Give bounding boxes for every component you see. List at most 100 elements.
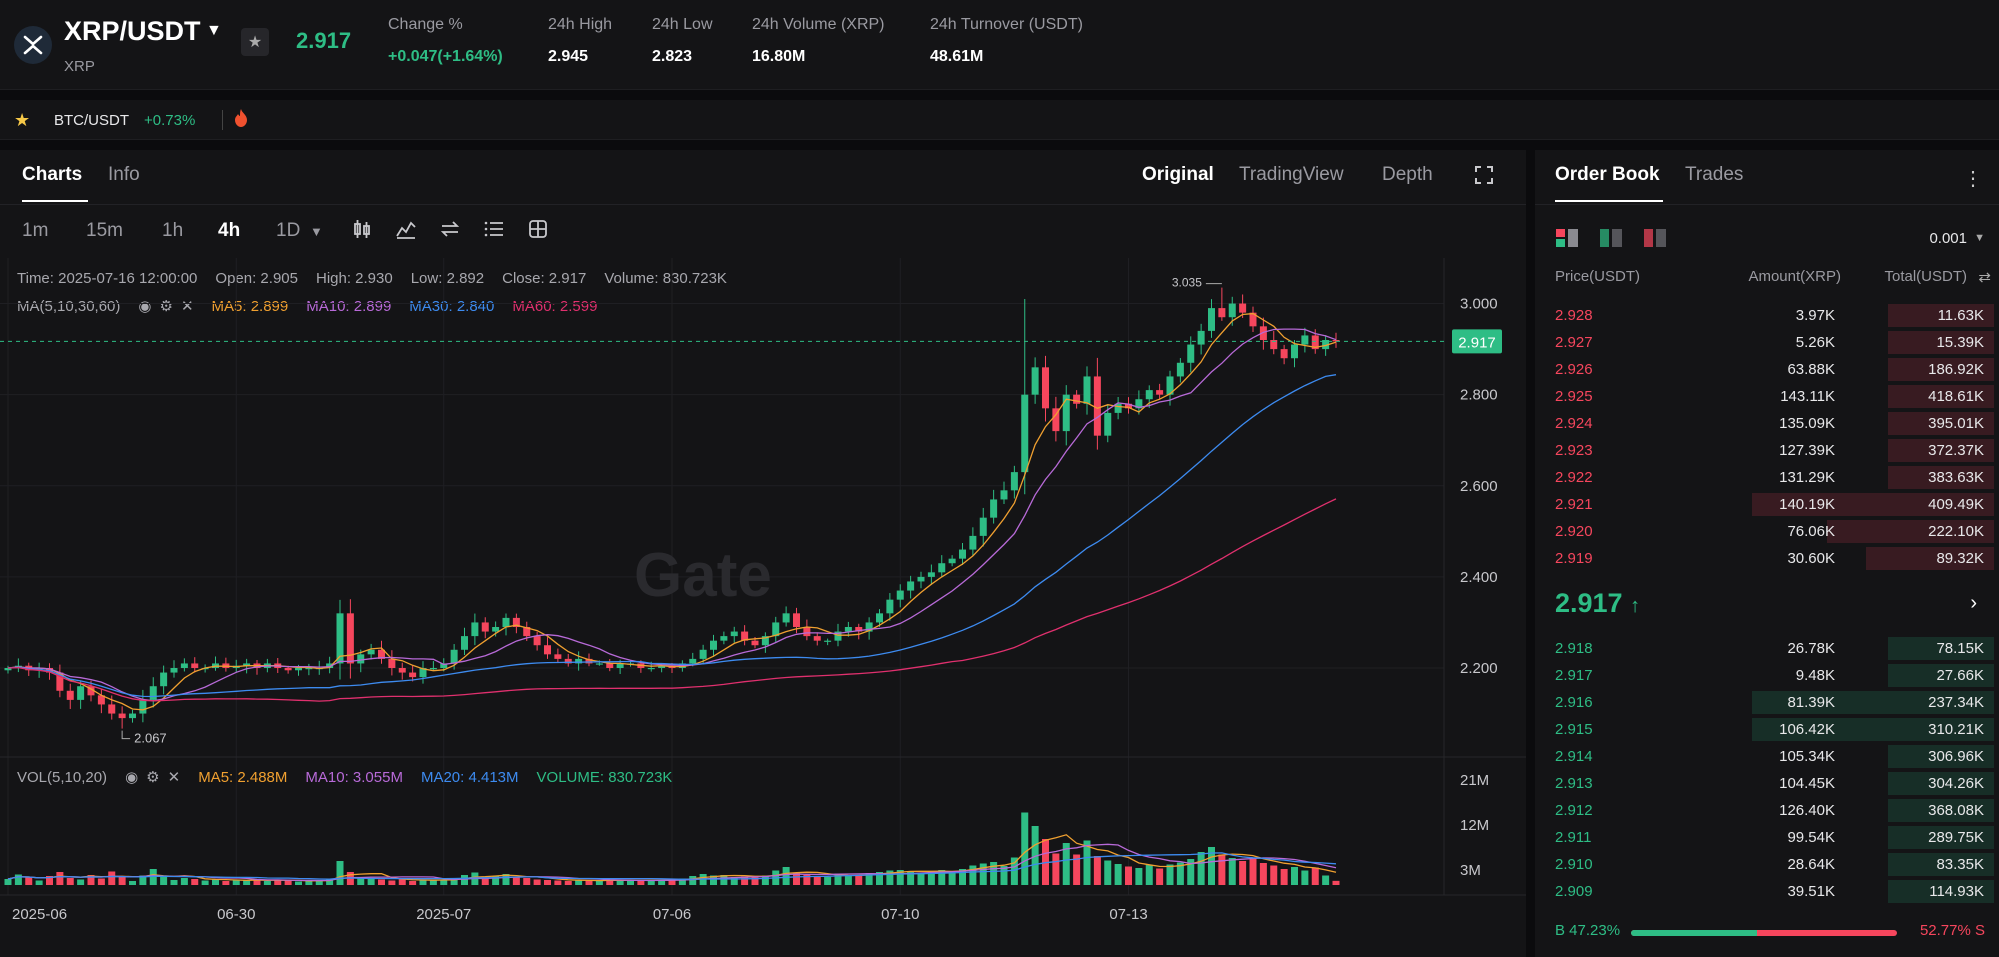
candle-body — [336, 613, 344, 664]
ask-row[interactable]: 2.925 143.11K 418.61K — [1535, 383, 1999, 410]
candle-body — [97, 695, 105, 705]
tab-charts[interactable]: Charts — [22, 164, 83, 185]
chevron-right-icon[interactable]: › — [1970, 592, 1977, 614]
chevron-down-icon[interactable]: ▼ — [310, 224, 323, 239]
candle-body — [502, 617, 510, 627]
bid-row[interactable]: 2.915 106.42K 310.21K — [1535, 716, 1999, 743]
ask-row[interactable]: 2.927 5.26K 15.39K — [1535, 329, 1999, 356]
fire-icon[interactable] — [234, 109, 248, 132]
chevron-down-icon[interactable]: ▼ — [206, 22, 222, 39]
tab-info[interactable]: Info — [108, 164, 140, 185]
volume-bar — [710, 875, 717, 885]
favorite-pair[interactable]: BTC/USDT — [54, 112, 129, 129]
volume-bar — [523, 878, 531, 885]
book-view-asks-icon[interactable] — [1643, 228, 1667, 251]
volume-bar — [969, 865, 977, 885]
candle-body — [606, 663, 614, 668]
bid-row[interactable]: 2.911 99.54K 289.75K — [1535, 824, 1999, 851]
candle-body — [1280, 349, 1288, 359]
close-icon[interactable]: ✕ — [167, 769, 181, 786]
eye-icon[interactable]: ◉ — [125, 769, 139, 786]
candle-body — [1218, 308, 1226, 318]
view-original[interactable]: Original — [1142, 164, 1214, 185]
order-total: 186.92K — [1928, 361, 1984, 378]
close-icon[interactable]: ✕ — [180, 298, 194, 315]
view-tradingview[interactable]: TradingView — [1239, 164, 1344, 185]
ohlc-high: High: 2.930 — [315, 270, 393, 287]
bid-row[interactable]: 2.912 126.40K 368.08K — [1535, 797, 1999, 824]
ask-row[interactable]: 2.922 131.29K 383.63K — [1535, 464, 1999, 491]
order-price: 2.910 — [1555, 856, 1593, 873]
volume-bar — [87, 875, 95, 885]
book-view-bids-icon[interactable] — [1599, 228, 1623, 251]
swap-icon[interactable]: ⇄ — [1978, 269, 1991, 286]
fullscreen-icon[interactable] — [1472, 164, 1496, 188]
vol-tick-label: 21M — [1460, 772, 1489, 789]
candlestick-chart[interactable]: Gate 2.917 3.035 2.067 3.000 2.800 2.600 2.400 2… — [0, 150, 1526, 957]
compare-icon[interactable] — [438, 218, 462, 242]
precision-select[interactable]: 0.001 — [1929, 230, 1967, 247]
candle-type-icon[interactable] — [350, 218, 374, 242]
interval-4h[interactable]: 4h — [218, 220, 241, 241]
ma5-value: MA5: 2.899 — [211, 298, 289, 315]
ask-row[interactable]: 2.923 127.39K 372.37K — [1535, 437, 1999, 464]
indicators-icon[interactable] — [394, 218, 418, 242]
ma-label: MA(5,10,30,60) — [17, 298, 121, 315]
bid-row[interactable]: 2.918 26.78K 78.15K — [1535, 635, 1999, 662]
interval-15m[interactable]: 15m — [86, 220, 123, 241]
volume-bar — [1259, 863, 1267, 885]
volume-bar — [502, 874, 510, 885]
ask-row[interactable]: 2.926 63.88K 186.92K — [1535, 356, 1999, 383]
candle-body — [1125, 403, 1132, 409]
bid-row[interactable]: 2.916 81.39K 237.34K — [1535, 689, 1999, 716]
bid-row[interactable]: 2.914 105.34K 306.96K — [1535, 743, 1999, 770]
bid-row[interactable]: 2.917 9.48K 27.66K — [1535, 662, 1999, 689]
volume-bar — [367, 878, 375, 885]
volume-bar — [1042, 839, 1049, 885]
volume-bar — [25, 877, 33, 885]
order-total: 383.63K — [1928, 469, 1984, 486]
ask-row[interactable]: 2.921 140.19K 409.49K — [1535, 491, 1999, 518]
volume-bar — [1062, 843, 1070, 885]
pair-name[interactable]: XRP/USDT — [64, 16, 201, 46]
volume-bar — [1156, 868, 1164, 885]
settings-icon[interactable] — [526, 218, 550, 242]
interval-1m[interactable]: 1m — [22, 220, 49, 241]
more-icon[interactable]: ⋮ — [1963, 168, 1983, 190]
order-price: 2.928 — [1555, 307, 1593, 324]
book-view-both-icon[interactable] — [1555, 228, 1579, 251]
bid-row[interactable]: 2.910 28.64K 83.35K — [1535, 851, 1999, 878]
star-icon[interactable]: ★ — [14, 110, 31, 130]
ask-row[interactable]: 2.919 30.60K 89.32K — [1535, 545, 1999, 572]
ask-row[interactable]: 2.928 3.97K 11.63K — [1535, 302, 1999, 329]
candle-body — [886, 599, 894, 614]
ask-row[interactable]: 2.920 76.06K 222.10K — [1535, 518, 1999, 545]
tab-trades[interactable]: Trades — [1685, 164, 1744, 185]
candle-body — [1114, 403, 1122, 413]
list-icon[interactable] — [482, 218, 506, 242]
volume-bar — [1280, 869, 1288, 885]
volume-bar — [1114, 864, 1122, 885]
ask-row[interactable]: 2.924 135.09K 395.01K — [1535, 410, 1999, 437]
chevron-down-icon[interactable]: ▼ — [1974, 232, 1985, 244]
interval-1h[interactable]: 1h — [162, 220, 184, 241]
candle-body — [616, 663, 624, 668]
current-price-label: 2.917 — [1458, 334, 1496, 351]
candle-body — [180, 663, 188, 668]
order-amount: 76.06K — [1787, 523, 1835, 540]
favorite-star-icon[interactable]: ★ — [241, 28, 269, 56]
tab-order-book[interactable]: Order Book — [1555, 164, 1660, 185]
candle-body — [129, 713, 136, 719]
ma30-line — [7, 374, 1337, 698]
bid-row[interactable]: 2.909 39.51K 114.93K — [1535, 878, 1999, 905]
stat-label: 24h High — [548, 16, 613, 33]
bid-row[interactable]: 2.913 104.45K 304.26K — [1535, 770, 1999, 797]
settings-icon[interactable]: ⚙ — [159, 298, 173, 315]
order-amount: 81.39K — [1787, 694, 1835, 711]
candle-body — [77, 686, 85, 700]
view-depth[interactable]: Depth — [1382, 164, 1433, 185]
eye-icon[interactable]: ◉ — [138, 298, 152, 315]
volume-bar — [1104, 860, 1112, 885]
settings-icon[interactable]: ⚙ — [146, 769, 160, 786]
interval-1d[interactable]: 1D — [276, 220, 301, 241]
